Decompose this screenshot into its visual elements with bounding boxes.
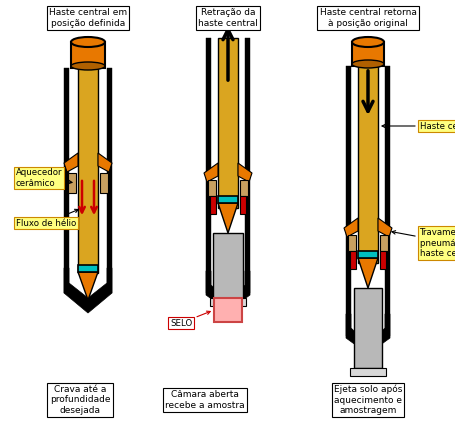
Bar bbox=[207, 180, 216, 196]
Polygon shape bbox=[206, 271, 249, 311]
Bar bbox=[384, 66, 389, 336]
Text: Haste central em
posição definida: Haste central em posição definida bbox=[49, 8, 127, 28]
Polygon shape bbox=[64, 153, 78, 172]
Bar bbox=[78, 68, 98, 273]
Ellipse shape bbox=[351, 37, 383, 47]
Bar bbox=[217, 196, 238, 203]
Bar bbox=[64, 68, 69, 293]
Text: SELO: SELO bbox=[170, 311, 210, 327]
Polygon shape bbox=[357, 258, 377, 288]
Bar bbox=[100, 173, 108, 193]
Bar bbox=[107, 68, 112, 293]
Bar bbox=[239, 180, 248, 196]
Text: Ejeta solo após
aquecimento e
amostragem: Ejeta solo após aquecimento e amostragem bbox=[333, 385, 401, 415]
Text: Câmara aberta
recebe a amostra: Câmara aberta recebe a amostra bbox=[165, 390, 244, 410]
Bar bbox=[68, 173, 76, 193]
Bar bbox=[351, 42, 383, 66]
Polygon shape bbox=[377, 218, 391, 237]
Bar bbox=[244, 38, 249, 293]
Text: Fluxo de hélio: Fluxo de hélio bbox=[16, 209, 78, 228]
Bar bbox=[71, 42, 105, 68]
Bar bbox=[239, 196, 245, 214]
Bar bbox=[206, 38, 211, 293]
Bar bbox=[349, 251, 355, 269]
Polygon shape bbox=[238, 163, 252, 182]
Bar bbox=[350, 288, 353, 368]
Polygon shape bbox=[343, 218, 357, 237]
Text: Haste central: Haste central bbox=[381, 122, 455, 130]
Bar bbox=[345, 66, 350, 336]
Polygon shape bbox=[64, 268, 112, 313]
Polygon shape bbox=[203, 163, 217, 182]
Ellipse shape bbox=[351, 60, 383, 68]
Text: Haste central retorna
à posição original: Haste central retorna à posição original bbox=[319, 8, 415, 28]
Bar bbox=[78, 265, 98, 272]
Ellipse shape bbox=[71, 37, 105, 47]
Bar bbox=[381, 288, 384, 368]
Bar bbox=[357, 66, 377, 263]
Ellipse shape bbox=[71, 62, 105, 70]
Bar bbox=[379, 251, 385, 269]
Bar bbox=[213, 298, 242, 322]
Bar bbox=[217, 38, 238, 208]
Bar bbox=[211, 233, 212, 298]
Text: Crava até a
profundidade
desejada: Crava até a profundidade desejada bbox=[50, 385, 110, 415]
Bar bbox=[347, 235, 355, 251]
Polygon shape bbox=[217, 203, 238, 233]
Bar bbox=[357, 251, 377, 258]
Polygon shape bbox=[345, 314, 389, 354]
Polygon shape bbox=[78, 272, 98, 300]
Bar bbox=[210, 196, 216, 214]
Polygon shape bbox=[98, 153, 112, 172]
Text: Aquecedor
cerâmico: Aquecedor cerâmico bbox=[16, 168, 72, 188]
Bar bbox=[379, 235, 387, 251]
Bar bbox=[210, 298, 245, 306]
Text: Travamento
pneumático da
haste central: Travamento pneumático da haste central bbox=[391, 228, 455, 258]
Text: Retração da
haste central: Retração da haste central bbox=[197, 8, 258, 28]
Bar bbox=[243, 233, 244, 298]
Bar bbox=[349, 368, 385, 376]
Bar bbox=[212, 233, 243, 298]
Bar bbox=[353, 288, 381, 368]
Bar bbox=[69, 68, 107, 268]
